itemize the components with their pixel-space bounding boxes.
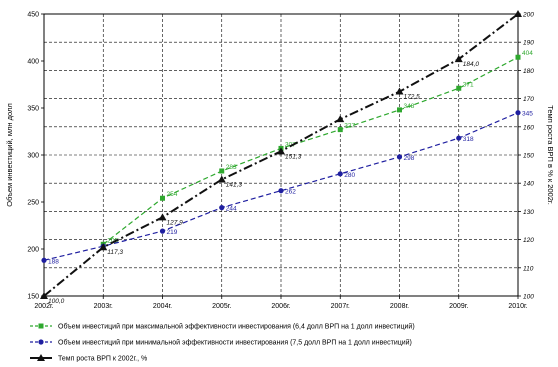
y-tick-label-right: 200 [522,12,534,19]
data-label: 348 [404,103,415,110]
y-tick-label-left: 200 [27,247,39,254]
y-axis-right: 100 110 120 130 140 150 160 170 180 190 200 [518,12,534,301]
series-2: 100,0 117,3 127,9 141,3 151,3 172,5 184,0 [40,10,522,305]
data-point [336,115,345,123]
y-tick-label-left: 450 [27,12,39,19]
y-tick-label-left: 250 [27,200,39,207]
data-point [395,87,404,95]
data-label: 141,3 [226,182,243,189]
y-tick-label-right: 100 [523,294,534,301]
legend-swatch-marker [38,323,44,329]
data-point [219,205,225,211]
data-label: 219 [167,229,178,236]
legend-item: Объем инвестиций при максимальной эффект… [30,323,415,331]
legend-swatch-marker [38,339,44,345]
grid [44,14,518,296]
data-point [160,195,165,201]
y-tick-label-right: 170 [523,96,534,103]
data-point [158,213,167,221]
legend-item: Темп роста ВРП к 2002г., % [30,354,147,363]
series-line [102,56,519,245]
x-tick-label: 2002г. [34,303,53,310]
y-tick-label-right: 130 [523,209,534,216]
data-point [397,107,402,113]
data-point [456,135,462,141]
data-point [219,168,225,174]
x-tick-label: 2004г. [153,303,172,310]
data-point [456,85,462,91]
data-point [337,171,343,177]
data-label: 117,3 [107,249,123,256]
x-tick-label: 2010г. [508,303,527,310]
y-tick-label-right: 110 [523,265,534,272]
legend-label: Темп роста ВРП к 2002г., % [58,356,147,363]
data-point [514,10,522,17]
series-1: 188 219 244 262 280 298 318 345 [41,110,533,265]
data-point [515,110,521,116]
series-line [43,112,519,261]
legend-item: Объем инвестиций при минимальной эффекти… [30,339,412,347]
data-label: 100,0 [48,298,65,305]
data-point [278,188,284,194]
x-tick-label: 2008г. [390,303,409,310]
y-tick-label-left: 150 [27,294,39,301]
data-point [337,127,343,133]
data-label: 280 [344,172,355,179]
data-label: 188 [48,258,59,265]
x-tick-label: 2009г. [449,303,468,310]
legend: Объем инвестиций при максимальной эффект… [30,323,415,363]
data-label: 404 [522,50,533,57]
data-label: 254 [167,191,178,198]
series-0: 205 254 283 307 327 348 371 404 [100,50,533,247]
legend-swatch-marker [37,354,45,361]
y-tick-label-right: 120 [523,237,534,244]
data-label: 283 [226,164,237,171]
data-label: 327 [344,123,355,130]
data-label: 151,3 [285,153,302,160]
data-point [396,154,403,160]
y-axis-label-right: Темп роста ВРП в % к 2002г. [546,105,555,205]
data-label: 244 [226,206,237,213]
data-label: 371 [463,81,474,88]
data-label: 307 [285,141,296,148]
data-point [217,175,226,183]
x-tick-label: 2006г. [271,303,290,310]
series-layer: 2052542833073273483714041882192442622802… [40,10,533,305]
x-axis: 2002г. 2003г. 2004г. 2005г. 2006г. 2007г. 2008… [34,296,528,310]
x-tick-label: 2005г. [212,303,231,310]
data-point [277,147,285,155]
legend-label: Объем инвестиций при минимальной эффекти… [58,339,412,347]
data-point [41,257,47,263]
data-point [159,228,166,234]
data-label: 205 [107,237,118,244]
data-label: 127,9 [167,219,184,226]
x-tick-label: 2003г. [94,303,113,310]
x-tick-label: 2007г. [331,303,350,310]
data-label: 262 [285,189,296,196]
data-point [515,54,521,60]
y-axis-label-left: Объем инвестиций, млн долл [5,103,14,207]
y-tick-label-left: 300 [27,153,39,160]
y-tick-label-left: 350 [27,106,39,113]
y-tick-label-right: 160 [523,124,534,131]
data-point [99,243,108,251]
y-tick-label-right: 180 [523,68,534,75]
y-tick-label-right: 190 [523,40,534,47]
y-tick-label-right: 150 [523,153,534,160]
data-point [454,55,463,63]
y-tick-label-left: 400 [27,59,39,66]
data-label: 184,0 [463,61,480,68]
data-label: 318 [463,136,474,143]
y-axis-left: 150 200 250 300 350 400 450 [27,12,44,301]
data-label: 298 [404,155,415,162]
data-point [40,292,48,299]
data-label: 345 [522,111,533,118]
data-label: 172,5 [404,94,421,101]
y-tick-label-right: 140 [523,181,534,188]
legend-label: Объем инвестиций при максимальной эффект… [58,323,415,331]
